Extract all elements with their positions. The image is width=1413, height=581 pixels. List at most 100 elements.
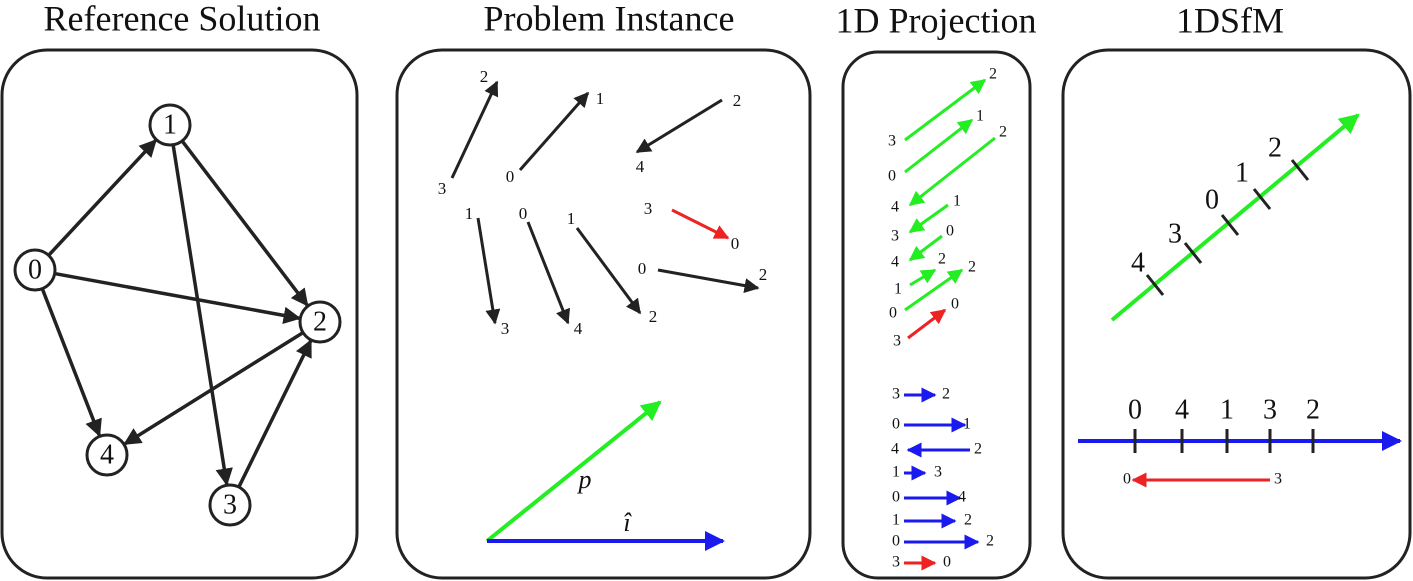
label: 1 (892, 464, 900, 481)
graph-node (13, 248, 57, 292)
label: 0 (28, 254, 42, 285)
label: 2 (942, 386, 950, 403)
label: 4 (891, 441, 899, 458)
label: 3 (1263, 394, 1277, 425)
arrow (40, 288, 102, 438)
label: 1 (894, 281, 902, 298)
label: 0 (1123, 471, 1131, 488)
arrow (908, 203, 949, 234)
label: 3 (1274, 471, 1282, 488)
label: 1 (567, 209, 576, 228)
label: 2 (986, 533, 994, 550)
arrow (671, 208, 730, 240)
arrow (635, 98, 723, 154)
arrow (47, 139, 157, 257)
label: 0 (1205, 184, 1219, 215)
label: 3 (1168, 218, 1182, 249)
label: 1 (465, 204, 474, 223)
tick (1290, 159, 1310, 181)
arrow (171, 144, 233, 486)
label: 4 (891, 199, 899, 216)
label: 1 (1220, 394, 1234, 425)
label: 1 (953, 193, 961, 210)
label: 2 (733, 91, 742, 110)
arrow (907, 308, 947, 340)
label: 2 (964, 512, 972, 529)
label: 3 (438, 179, 447, 198)
label: 0 (889, 305, 897, 322)
arrow (485, 400, 662, 543)
label: 0 (888, 168, 896, 185)
label: 0 (943, 554, 951, 571)
label: 3 (223, 489, 237, 520)
label: î (623, 508, 632, 537)
label: 3 (891, 228, 899, 245)
panel-frame (1061, 48, 1412, 580)
label: 2 (938, 251, 946, 268)
label: 4 (958, 489, 966, 506)
label: 3 (893, 333, 901, 350)
graph-node (148, 103, 192, 147)
label: 0 (638, 259, 647, 278)
arrow (1110, 113, 1360, 322)
panel-frame (0, 48, 359, 580)
label: 1 (163, 109, 177, 140)
arrow (123, 331, 304, 446)
label: 1 (892, 512, 900, 529)
label: 0 (731, 234, 740, 253)
arrow (237, 339, 313, 488)
label: 4 (891, 254, 899, 271)
arrow (904, 118, 974, 174)
label: 1 (596, 89, 605, 108)
label: 4 (100, 439, 114, 470)
label: 0 (892, 416, 900, 433)
panel-frame (395, 48, 812, 580)
label: p (577, 465, 592, 494)
arrow (908, 136, 996, 207)
arrow (180, 139, 309, 307)
panel-frame (841, 50, 1032, 580)
label: 1 (963, 416, 971, 433)
label: 3 (501, 319, 510, 338)
panel-title: Reference Solution (44, 0, 321, 38)
arrow (657, 268, 760, 293)
label: 0 (951, 296, 959, 313)
arrow (904, 268, 964, 312)
panel-title: Problem Instance (484, 0, 735, 38)
panel-title: 1DSfM (1176, 0, 1284, 40)
label: 0 (892, 533, 900, 550)
arrow (526, 221, 571, 325)
label: 2 (1268, 132, 1282, 163)
arrow (450, 80, 499, 179)
label: 2 (480, 67, 489, 86)
arrow (909, 268, 937, 287)
label: 2 (974, 441, 982, 458)
label: 0 (1128, 394, 1142, 425)
tick (1145, 274, 1165, 296)
panel-title: 1D Projection (836, 0, 1037, 40)
label: 3 (892, 554, 900, 571)
label: 3 (644, 199, 653, 218)
label: 0 (892, 489, 900, 506)
label: 0 (946, 223, 954, 240)
label: 0 (519, 204, 528, 223)
arrow (476, 217, 501, 325)
label: 1 (976, 108, 984, 125)
label: 2 (313, 306, 327, 337)
graph-node (208, 483, 252, 527)
label: 3 (892, 386, 900, 403)
tick (1183, 242, 1203, 264)
label: 2 (649, 307, 658, 326)
tick (1252, 188, 1272, 210)
arrow (904, 78, 987, 142)
label: 1 (1235, 157, 1249, 188)
arrow (908, 234, 943, 262)
arrow (54, 271, 302, 325)
label: 4 (1175, 394, 1189, 425)
label: 2 (999, 124, 1007, 141)
graph-node (85, 433, 129, 477)
label: 4 (636, 157, 645, 176)
label: 2 (989, 66, 997, 83)
graph-node (298, 300, 342, 344)
